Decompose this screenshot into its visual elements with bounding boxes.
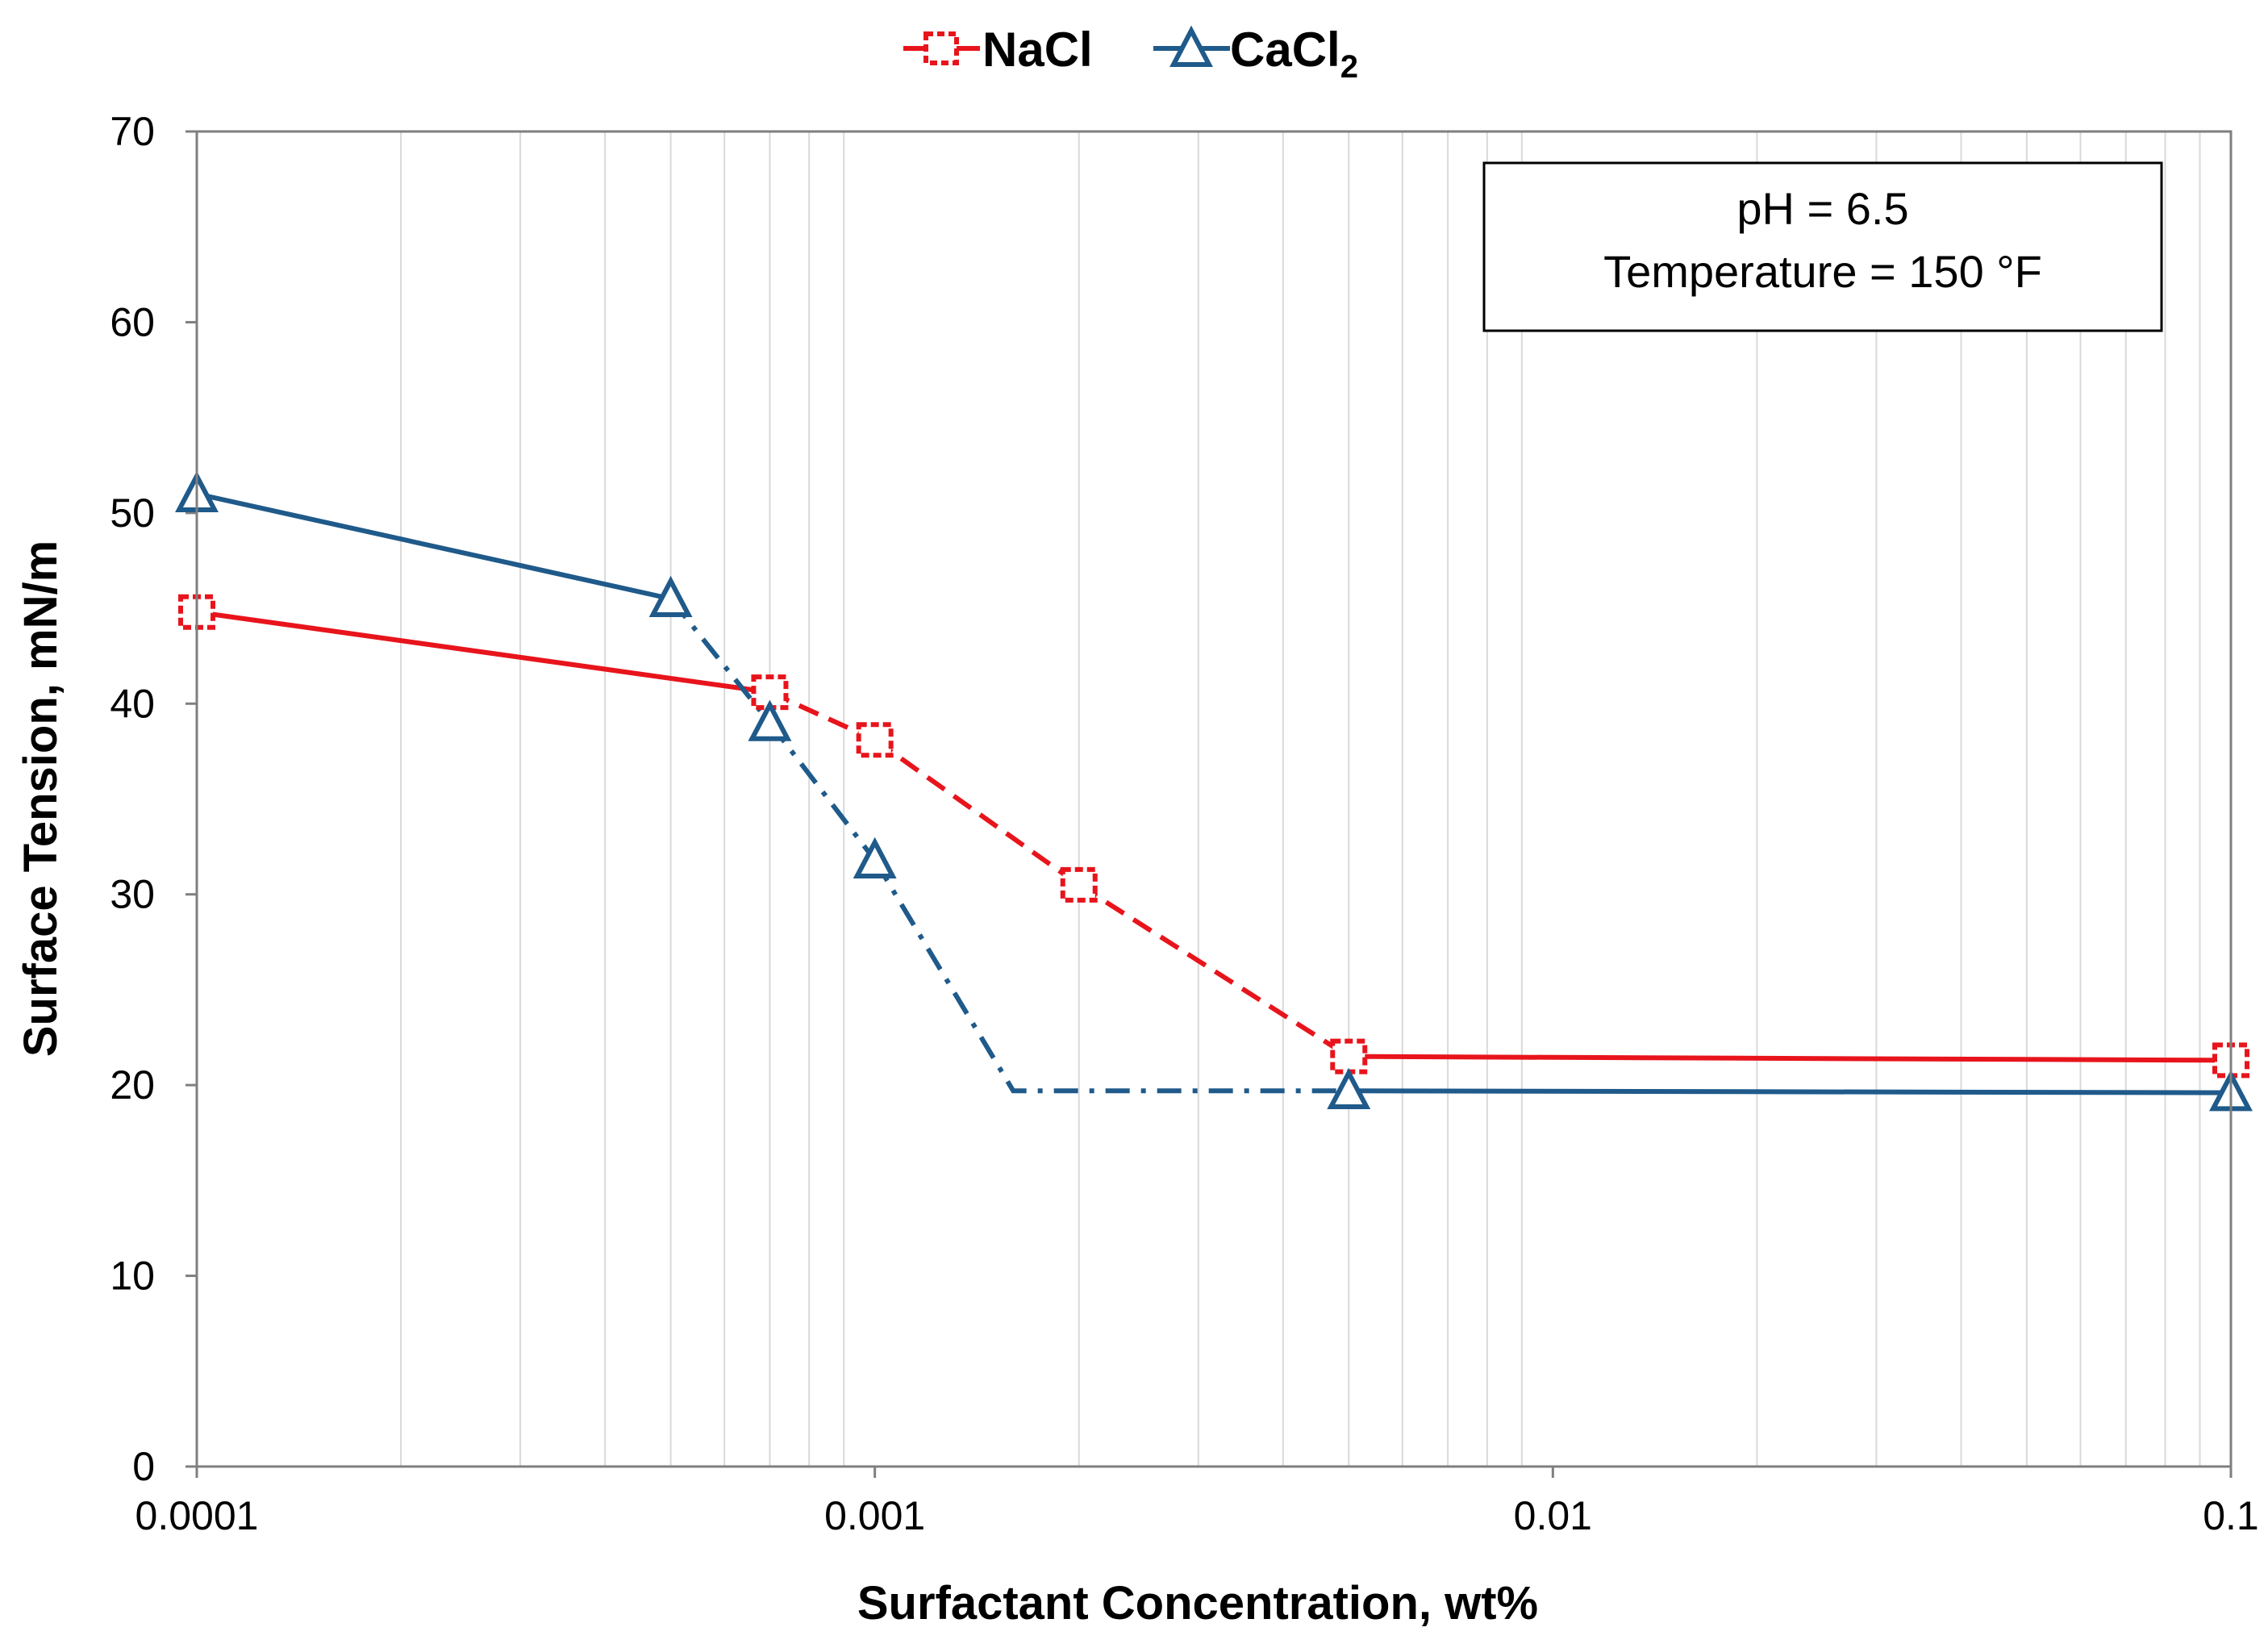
legend-item-cacl2: CaCl2 [1153,23,1358,85]
annotation-temperature: Temperature = 150 °F [1603,246,2042,297]
y-tick-label: 50 [110,490,155,536]
nacl-data-point [1060,866,1098,903]
y-tick-label: 0 [132,1444,155,1489]
cacl-data-point [1327,1067,1371,1110]
nacl-data-point [1330,1038,1368,1074]
y-tick-label: 40 [110,681,155,726]
legend-cacl2-subscript: 2 [1340,49,1358,85]
annotation-box: pH = 6.5 Temperature = 150 °F [1482,161,2163,332]
y-tick-label: 60 [110,299,155,344]
legend-cacl2-marker [1169,25,1213,67]
cacl-line-segment [196,491,672,602]
cacl-line-segment [873,858,1349,1094]
x-tick-label: 0.1 [2203,1493,2259,1538]
x-axis-title: Surfactant Concentration, wt% [857,1577,1538,1629]
x-tick-label: 0.0001 [135,1493,259,1538]
plot-area-frame [195,130,2233,1468]
annotation-ph: pH = 6.5 [1736,183,1908,234]
nacl-line-segment [196,609,770,695]
cacl-data-point [853,837,897,878]
cacl-line-segment [1349,1088,2232,1095]
x-tick-label: 0.01 [1514,1493,1592,1538]
axis-layer: 0.0001 0.001 0.01 0.1 0 10 20 30 40 50 60 70 [110,109,2258,1538]
legend-nacl-marker [923,31,959,65]
nacl-line-segment [873,737,1081,887]
series-layer [175,470,2253,1112]
y-tick-label: 70 [110,109,155,154]
nacl-line-segment [1078,883,1350,1059]
annotation-frame [1482,161,2163,332]
legend-nacl-label: NaCl [982,23,1093,77]
cacl-data-point [748,699,792,741]
legend-item-nacl: NaCl [903,23,1093,77]
y-tick-label: 10 [110,1254,155,1299]
legend-cacl2-label: CaCl2 [1230,23,1358,85]
legend-cacl2-name: CaCl [1230,23,1340,77]
legend: NaCl CaCl2 [903,23,1358,85]
cacl-data-point [648,575,693,618]
y-axis-title: Surface Tension, mN/m [15,540,67,1057]
y-tick-label: 20 [110,1062,155,1108]
nacl-data-point [856,722,894,758]
y-tick-label: 30 [110,872,155,917]
x-tick-label: 0.001 [824,1493,925,1538]
grid-layer [400,131,2201,1467]
nacl-line-segment [1349,1054,2232,1063]
